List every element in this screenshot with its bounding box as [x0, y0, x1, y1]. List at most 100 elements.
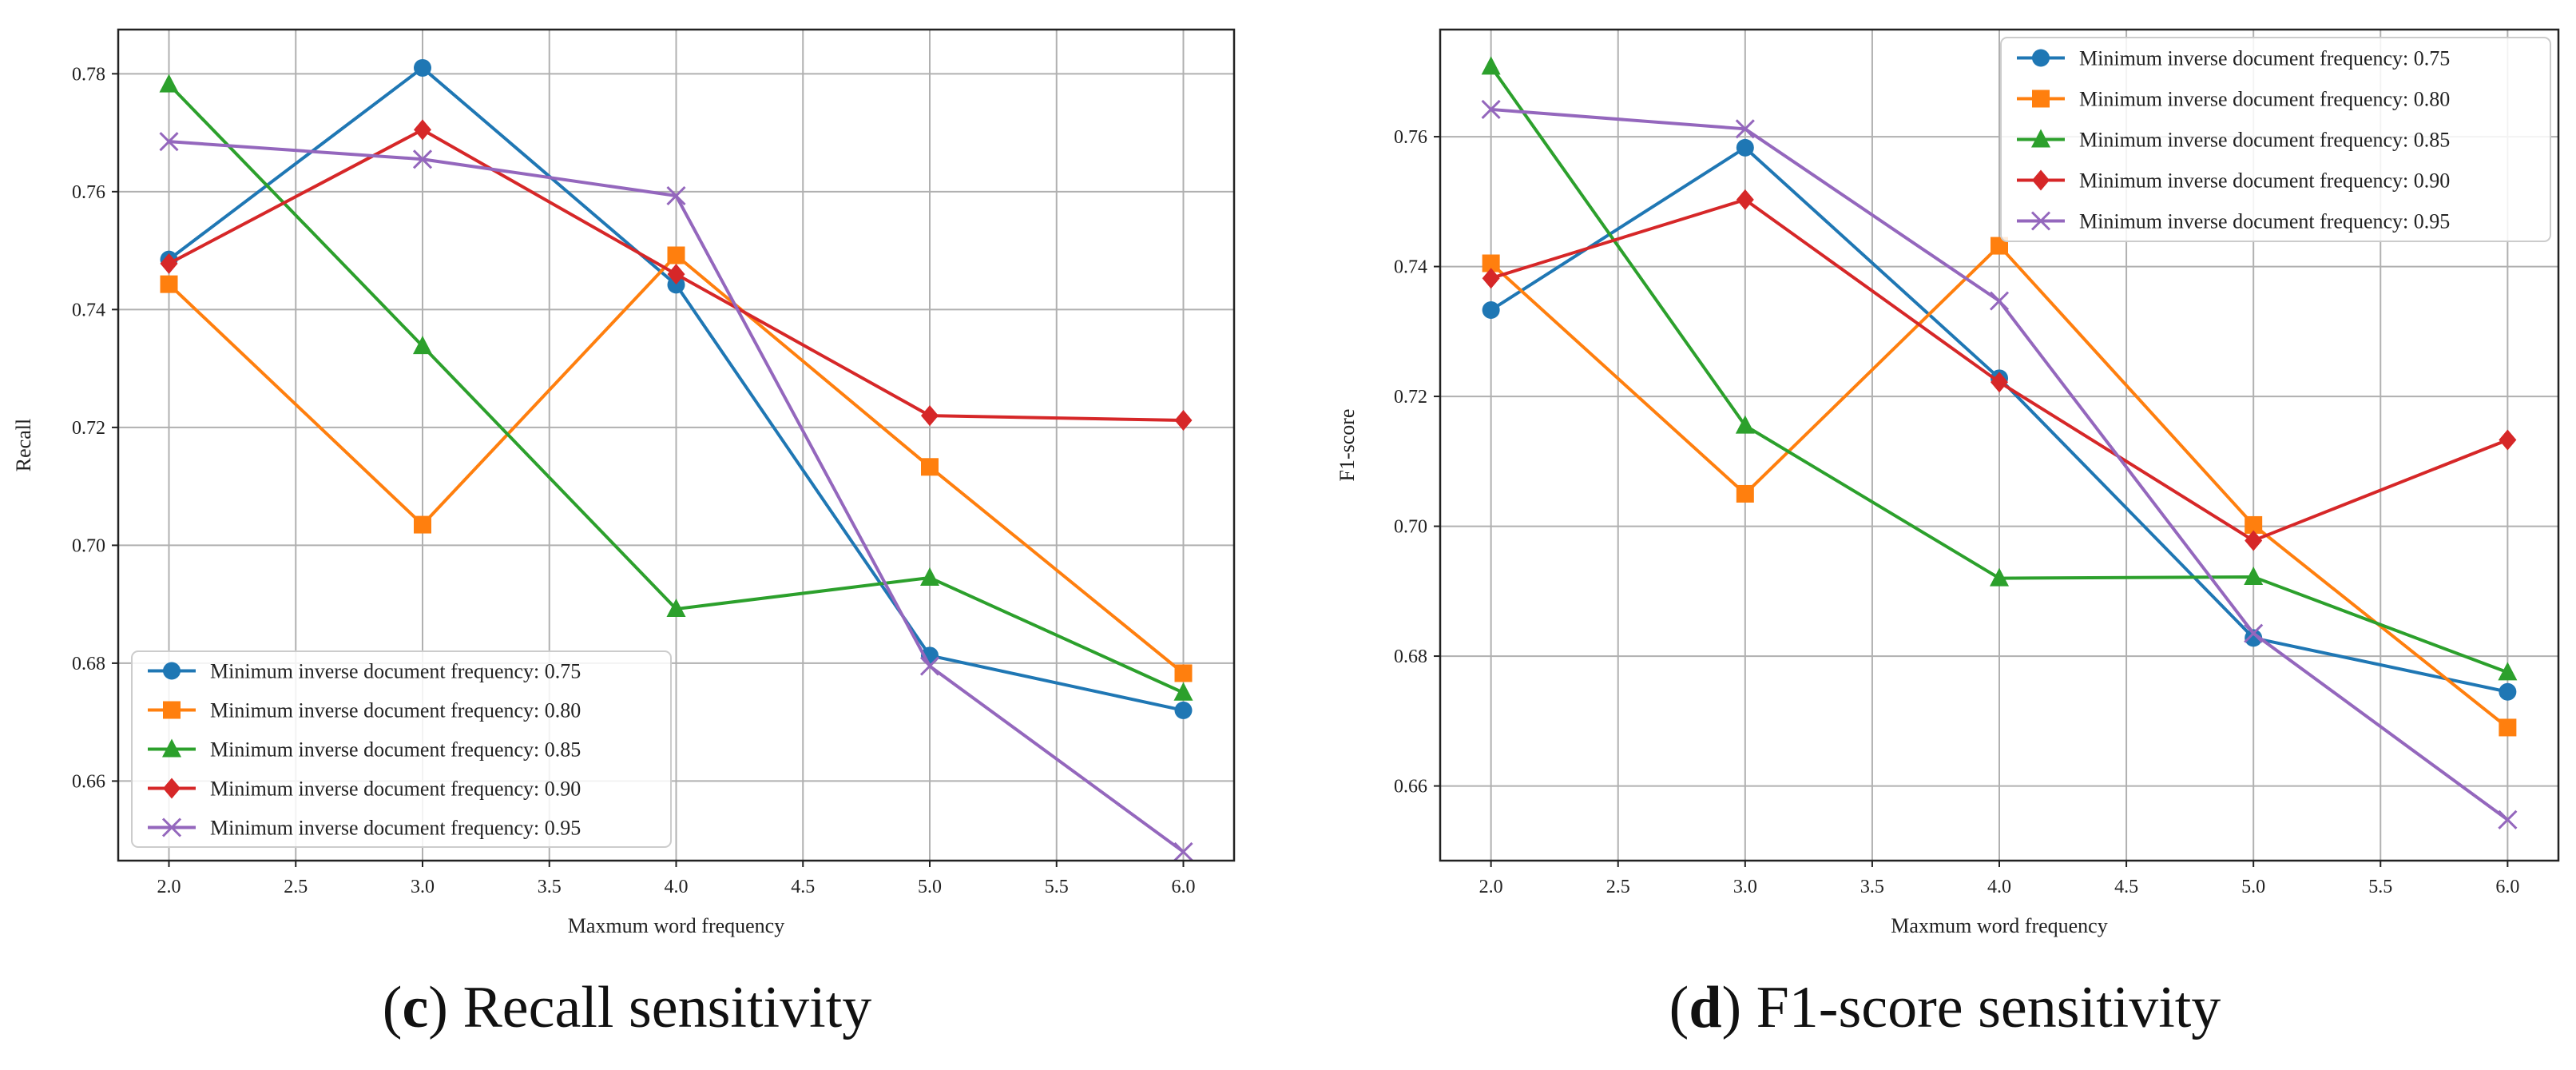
data-point — [667, 264, 685, 285]
data-point — [1173, 841, 1193, 861]
data-point — [667, 246, 685, 265]
legend: Minimum inverse document frequency: 0.75… — [131, 650, 672, 848]
legend-item: Minimum inverse document frequency: 0.85 — [148, 738, 581, 762]
data-point — [2499, 682, 2517, 701]
data-point — [413, 336, 432, 355]
legend-marker — [163, 778, 181, 799]
data-point — [414, 119, 431, 141]
x-tick-label: 4.0 — [1987, 877, 2011, 897]
caption-text: F1-score sensitivity — [1741, 975, 2221, 1040]
legend-item: Minimum inverse document frequency: 0.75 — [2017, 47, 2450, 70]
data-point — [1173, 682, 1193, 701]
y-tick-label: 0.66 — [72, 771, 105, 792]
data-point — [1991, 237, 2008, 255]
legend-item: Minimum inverse document frequency: 0.90 — [2017, 169, 2450, 193]
data-point — [1482, 268, 1500, 289]
legend-label: Minimum inverse document frequency: 0.85 — [210, 738, 581, 762]
x-tick-label: 3.5 — [1860, 877, 1884, 897]
data-point — [666, 599, 686, 618]
data-point — [2245, 515, 2263, 534]
y-tick-label: 0.78 — [72, 64, 105, 85]
data-point — [2499, 718, 2517, 737]
x-tick-label: 4.5 — [791, 877, 815, 897]
data-point — [921, 458, 939, 476]
legend-item: Minimum inverse document frequency: 0.90 — [148, 778, 581, 801]
data-point — [412, 149, 433, 169]
x-tick-label: 3.5 — [538, 877, 562, 897]
legend-item: Minimum inverse document frequency: 0.85 — [2017, 129, 2450, 152]
data-point — [2244, 566, 2264, 585]
caption-paren-open: ( — [1669, 975, 1689, 1040]
x-tick-label: 5.5 — [1045, 877, 1069, 897]
axes-frame — [117, 28, 1236, 862]
data-point — [1174, 701, 1193, 719]
data-point — [414, 515, 431, 534]
y-tick-label: 0.68 — [72, 654, 105, 674]
x-tick-label: 5.0 — [2241, 877, 2265, 897]
y-tick-label: 0.68 — [1394, 646, 1427, 667]
data-point — [666, 185, 686, 206]
data-point — [1735, 415, 1755, 434]
y-tick-label: 0.72 — [72, 418, 105, 439]
caption-paren-close: ) — [428, 975, 448, 1040]
data-point — [159, 132, 179, 152]
legend-marker — [2032, 169, 2050, 191]
data-point — [1735, 119, 1755, 139]
y-tick-label: 0.70 — [1394, 517, 1427, 538]
data-point — [160, 253, 178, 274]
y-tick-label: 0.70 — [72, 535, 105, 556]
legend-label: Minimum inverse document frequency: 0.75 — [2079, 47, 2450, 70]
data-point — [1736, 138, 1754, 157]
x-tick-label: 6.0 — [1172, 877, 1196, 897]
data-point — [921, 405, 939, 427]
x-tick-label: 2.5 — [284, 877, 308, 897]
data-point — [2498, 662, 2518, 681]
data-point — [2498, 809, 2518, 829]
data-point — [159, 74, 179, 93]
figure-caption: (c) Recall sensitivity — [383, 975, 871, 1040]
x-tick-label: 6.0 — [2495, 877, 2519, 897]
data-point — [1482, 254, 1500, 272]
y-tick-label: 0.76 — [1394, 127, 1427, 148]
caption-text: Recall sensitivity — [448, 975, 871, 1040]
caption-paren-open: ( — [383, 975, 403, 1040]
data-point — [1990, 567, 2009, 587]
legend-item: Minimum inverse document frequency: 0.95 — [2017, 210, 2450, 233]
data-point — [1991, 372, 2008, 393]
x-tick-label: 2.0 — [1479, 877, 1503, 897]
legend-label: Minimum inverse document frequency: 0.95 — [210, 817, 581, 840]
legend-label: Minimum inverse document frequency: 0.95 — [2079, 210, 2450, 233]
data-point — [2245, 530, 2263, 551]
y-tick-label: 0.72 — [1394, 387, 1427, 408]
caption-letter: c — [402, 975, 428, 1040]
legend-marker — [161, 817, 182, 837]
data-point — [1736, 189, 1754, 210]
legend-marker — [163, 662, 181, 680]
legend-label: Minimum inverse document frequency: 0.90 — [2079, 169, 2450, 193]
x-axis-label: Maxmum word frequency — [1891, 914, 2107, 937]
legend-item: Minimum inverse document frequency: 0.95 — [148, 817, 581, 840]
legend-marker — [2030, 211, 2051, 231]
legend: Minimum inverse document frequency: 0.75… — [2000, 37, 2551, 242]
data-point — [1482, 301, 1500, 319]
data-point — [1174, 664, 1193, 682]
data-point — [1989, 291, 2010, 311]
x-tick-label: 2.0 — [157, 877, 181, 897]
data-point — [1481, 56, 1501, 75]
y-axis-label: Recall — [12, 419, 35, 471]
y-tick-label: 0.76 — [72, 182, 105, 203]
y-tick-label: 0.74 — [72, 300, 105, 320]
legend-label: Minimum inverse document frequency: 0.85 — [2079, 129, 2450, 152]
legend-marker — [2032, 49, 2050, 67]
legend-marker — [163, 701, 181, 719]
caption-paren-close: ) — [1721, 975, 1741, 1040]
y-axis-label: F1-score — [1336, 409, 1359, 482]
legend-marker — [2031, 129, 2050, 148]
data-point — [919, 656, 940, 676]
legend-item: Minimum inverse document frequency: 0.75 — [148, 660, 581, 683]
data-point — [2244, 623, 2264, 643]
legend-marker — [162, 738, 181, 758]
data-point — [2499, 429, 2517, 451]
data-point — [667, 276, 685, 294]
